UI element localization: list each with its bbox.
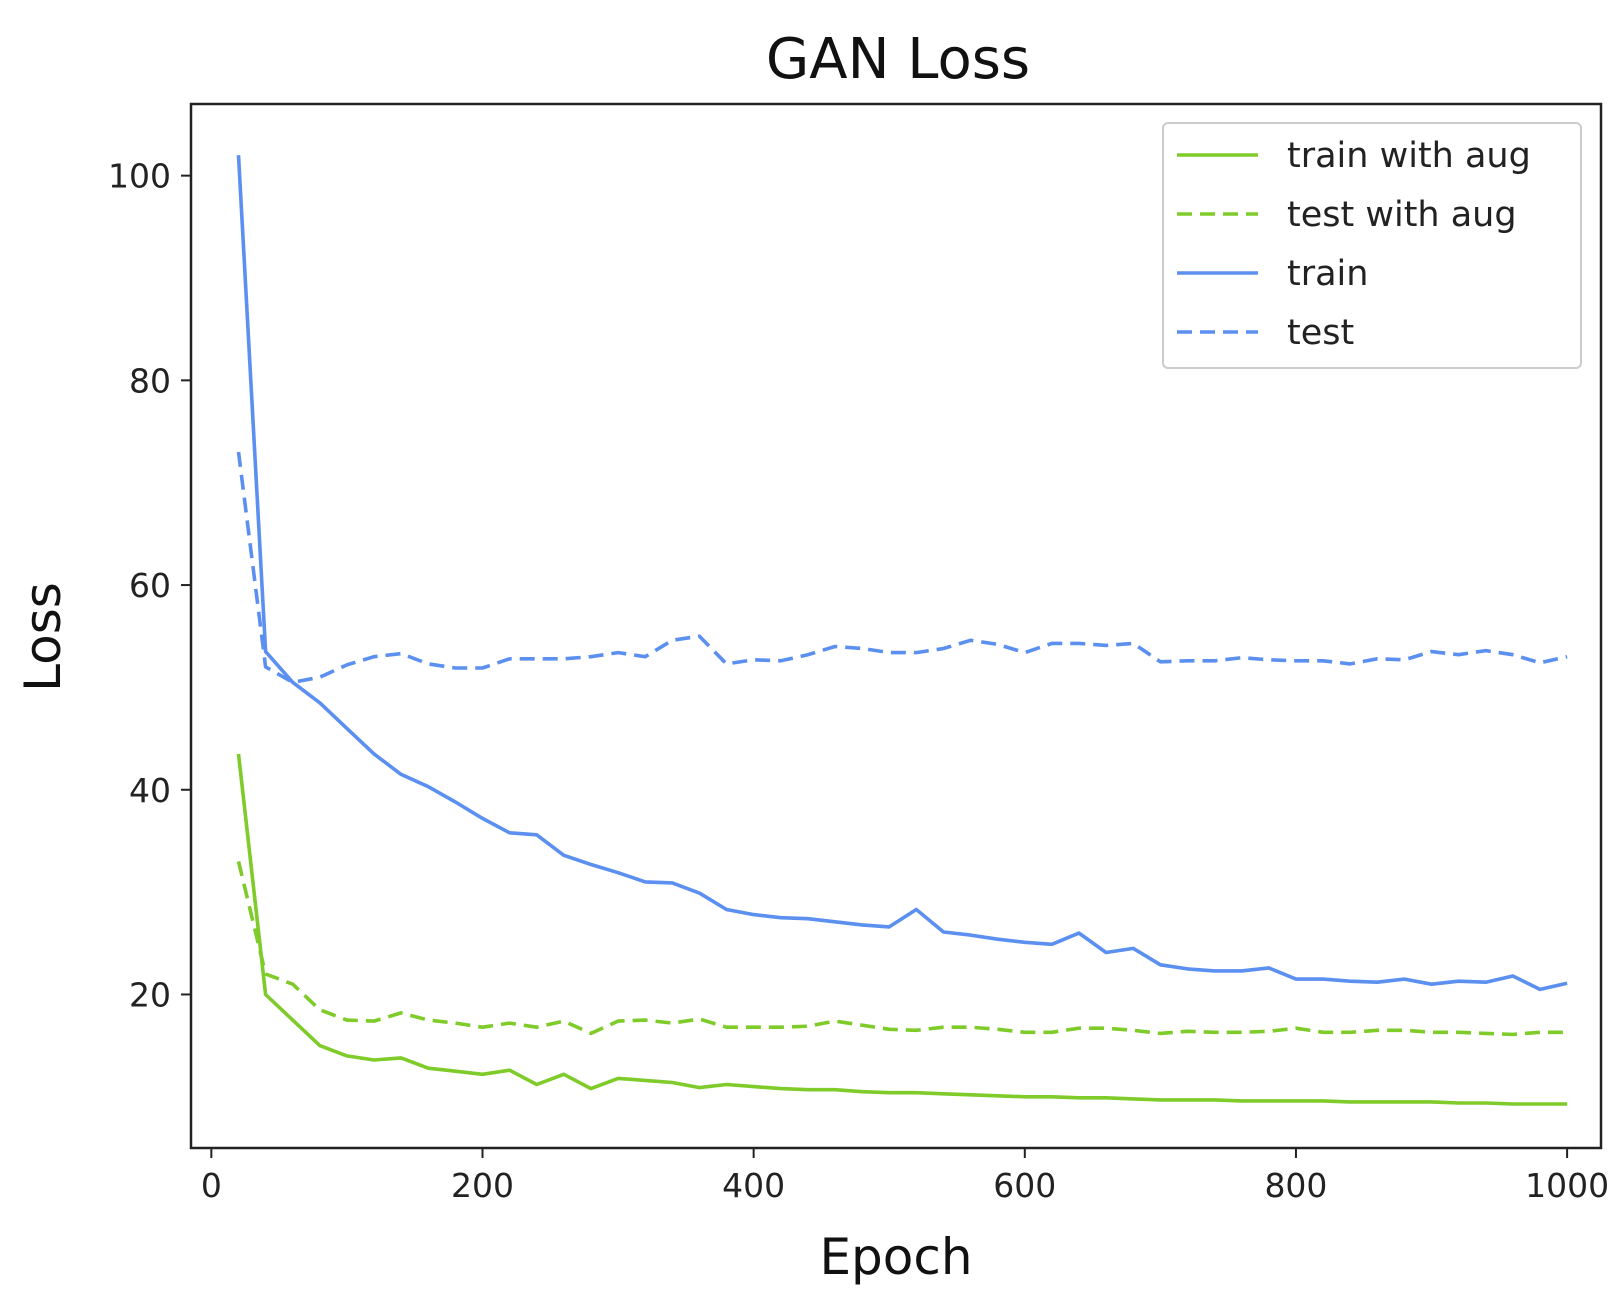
series-line-test xyxy=(236,451,1568,685)
series-line-train-with-aug xyxy=(236,753,1568,1106)
x-axis-label: Epoch xyxy=(819,1228,972,1286)
legend: train with aug test with aug train test xyxy=(1162,122,1582,369)
y-tick-label: 100 xyxy=(108,157,171,196)
x-tick-label: 0 xyxy=(201,1166,222,1205)
legend-label-test-with-aug: test with aug xyxy=(1287,195,1517,235)
x-tick-label: 1000 xyxy=(1525,1166,1609,1205)
y-tick-label: 40 xyxy=(129,771,171,810)
chart-title: GAN Loss xyxy=(766,27,1030,92)
legend-label-test: test xyxy=(1287,313,1354,353)
series-line-test-with-aug xyxy=(236,860,1568,1037)
legend-label-train-with-aug: train with aug xyxy=(1287,136,1531,176)
y-tick-label: 80 xyxy=(129,361,171,400)
plot-frame xyxy=(189,102,1603,1150)
legend-box xyxy=(1162,122,1582,369)
legend-label-train: train xyxy=(1287,254,1368,294)
series-line-train xyxy=(236,155,1568,992)
x-tick-label: 200 xyxy=(451,1166,514,1205)
y-tick-label: 20 xyxy=(129,975,171,1014)
x-tick-label: 400 xyxy=(722,1166,785,1205)
x-tick-label: 800 xyxy=(1264,1166,1327,1205)
x-tick-label: 600 xyxy=(993,1166,1056,1205)
y-tick-label: 60 xyxy=(129,566,171,605)
y-axis-label: Loss xyxy=(14,582,72,692)
